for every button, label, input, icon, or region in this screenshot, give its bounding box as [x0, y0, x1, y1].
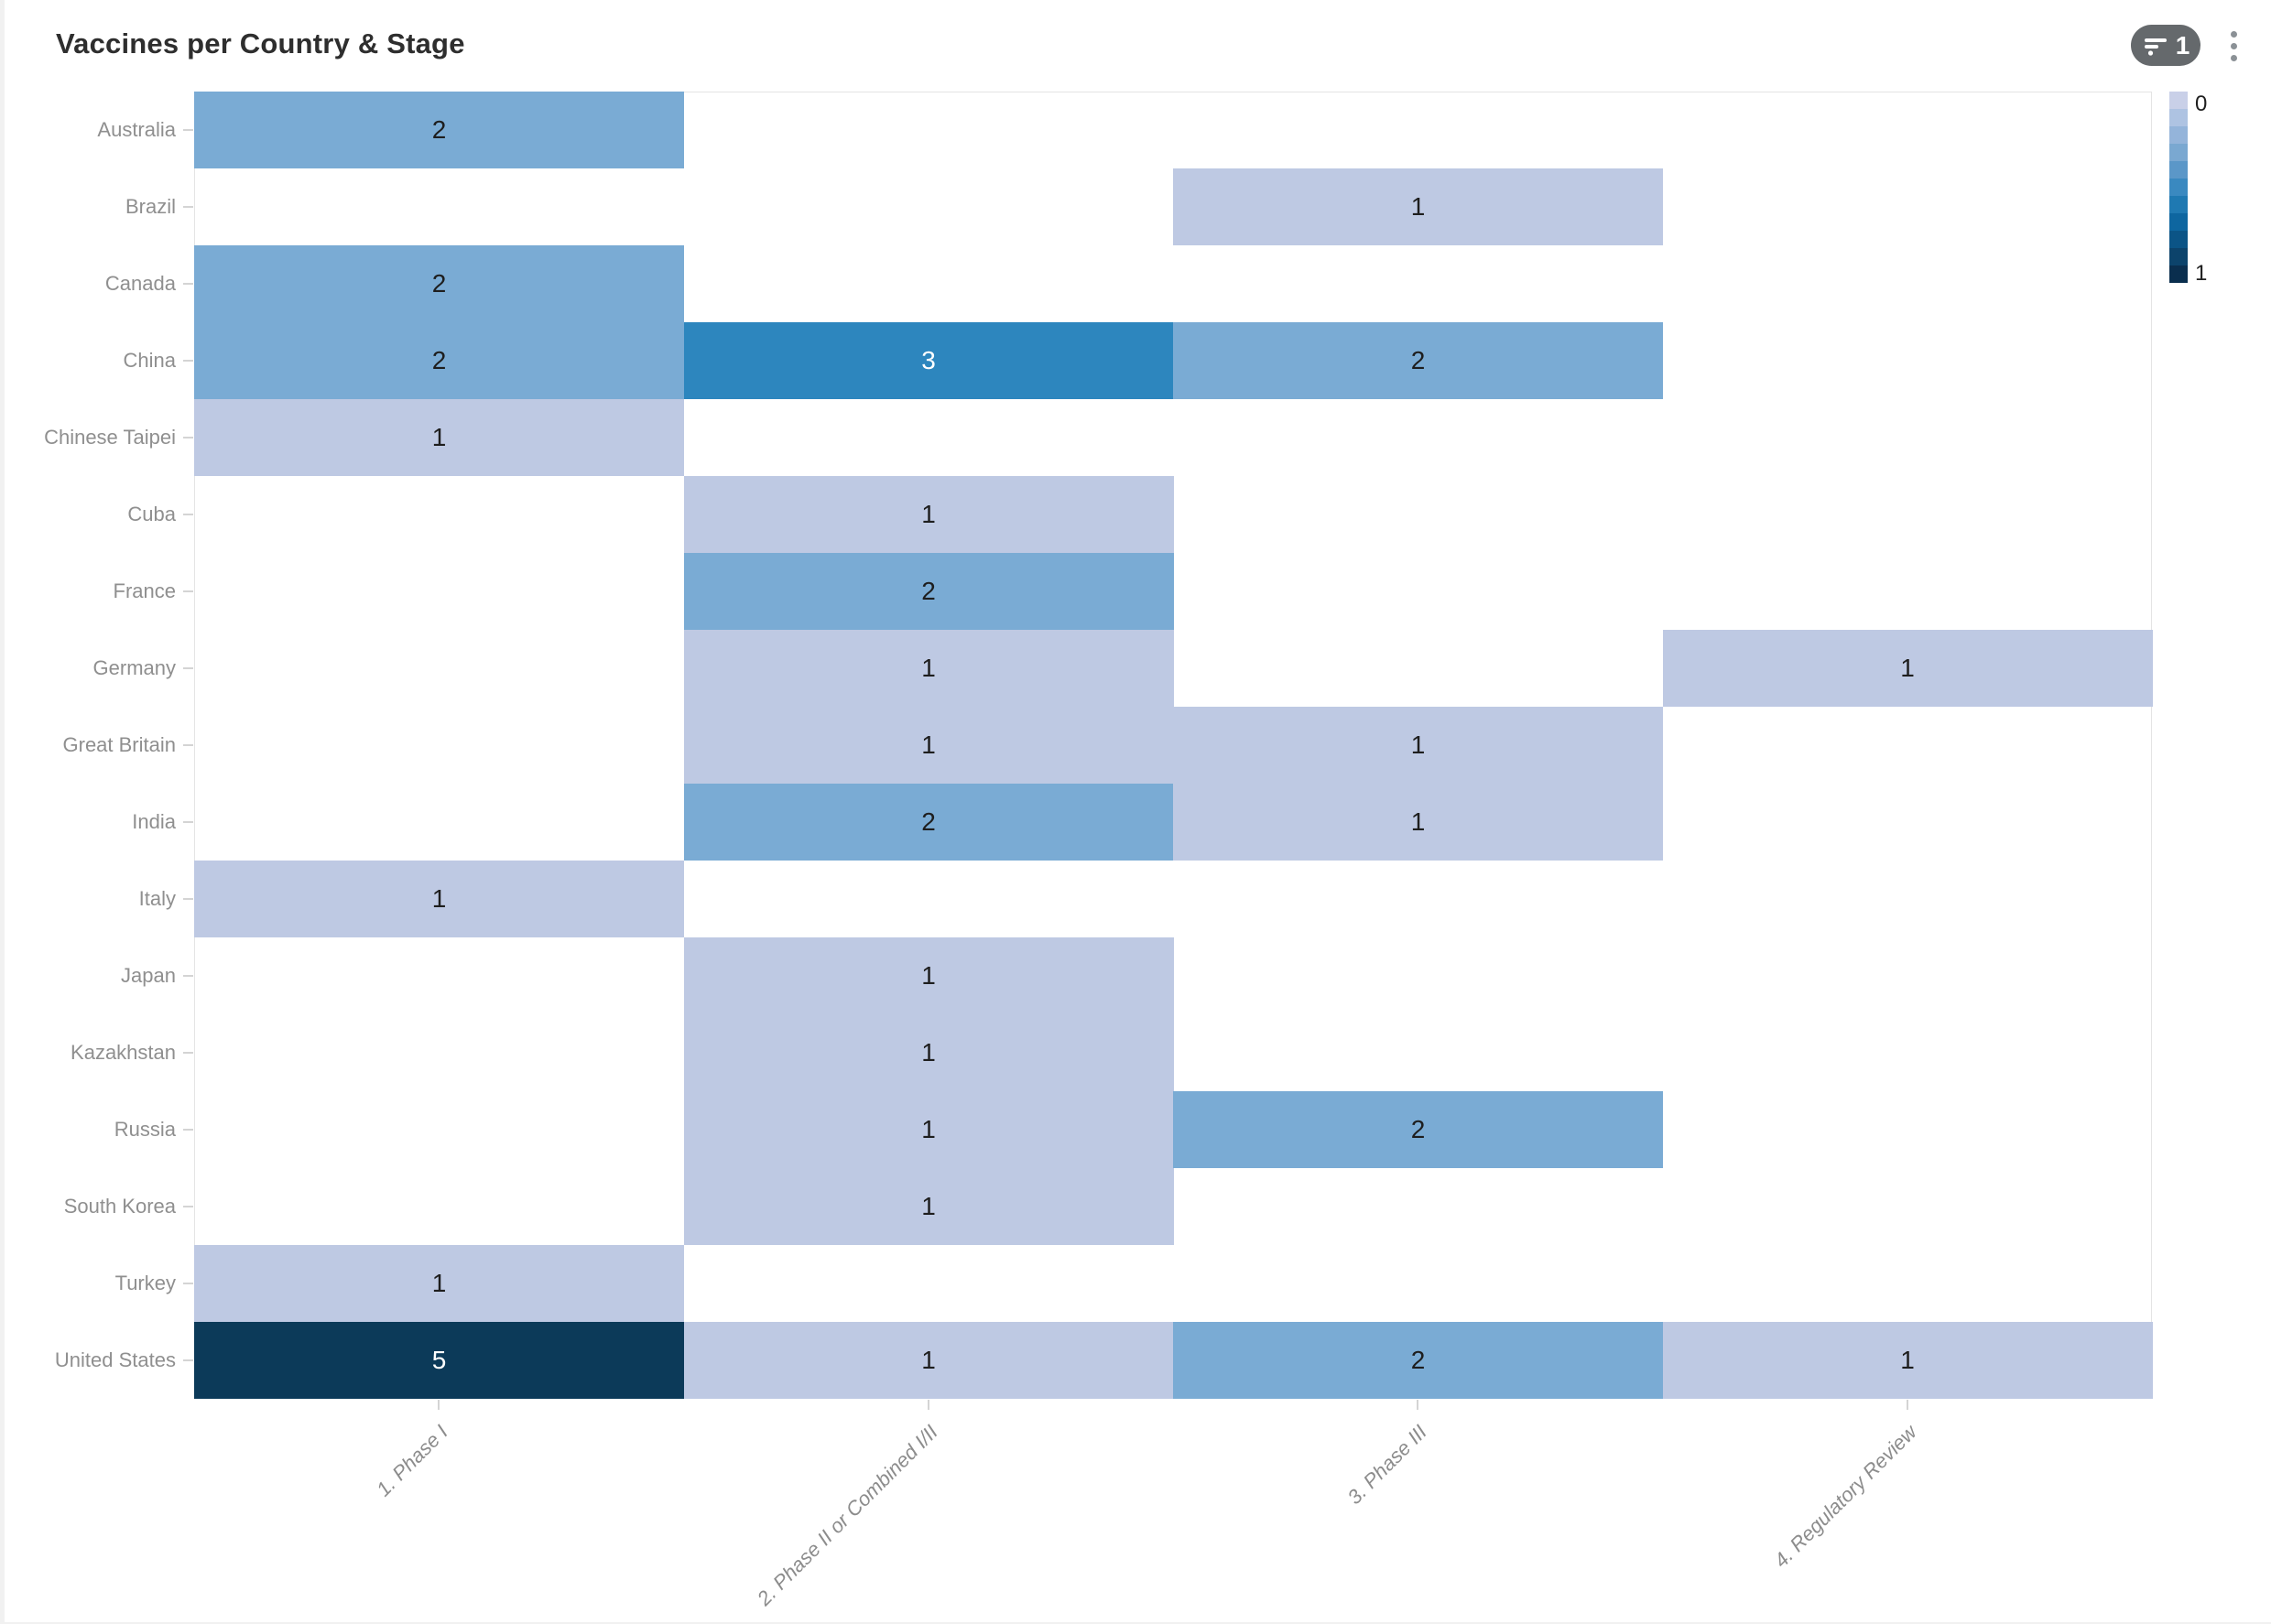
heatmap-cell[interactable]: 1	[194, 399, 684, 476]
y-axis-tick	[183, 744, 193, 746]
y-axis-label: Canada	[104, 272, 176, 295]
heatmap-cell[interactable]: 2	[194, 92, 684, 168]
y-axis-label: China	[123, 349, 176, 372]
chart-title: Vaccines per Country & Stage	[56, 27, 465, 60]
y-axis-tick	[183, 1052, 193, 1054]
y-axis-tick	[183, 590, 193, 592]
y-axis-label: Kazakhstan	[71, 1041, 176, 1064]
y-axis-tick	[183, 437, 193, 438]
heatmap-cell[interactable]: 2	[683, 784, 1174, 861]
y-axis-label: France	[113, 579, 176, 602]
heatmap-cell[interactable]: 1	[683, 476, 1174, 553]
y-axis-label: South Korea	[63, 1195, 176, 1218]
legend-gradient-bar	[2169, 92, 2188, 283]
heatmap-cell[interactable]: 1	[1173, 784, 1663, 861]
y-axis-tick	[183, 667, 193, 669]
card-header: Vaccines per Country & Stage 1	[5, 0, 2271, 88]
heatmap-cell[interactable]: 5	[194, 1322, 684, 1399]
heatmap-cell[interactable]: 3	[683, 322, 1174, 399]
y-axis-tick	[183, 1206, 193, 1207]
heatmap-cell[interactable]: 1	[683, 707, 1174, 784]
heatmap-cell[interactable]: 2	[194, 322, 684, 399]
heatmap-cell[interactable]: 2	[194, 245, 684, 322]
heatmap-cell[interactable]: 2	[1173, 1091, 1663, 1168]
heatmap-chart: Australia Brazil Canada China Chinese Taipei…	[5, 0, 2271, 1622]
y-axis-label: Germany	[92, 656, 176, 679]
legend-step	[2169, 196, 2188, 213]
legend-step	[2169, 109, 2188, 126]
y-axis-label: Great Britain	[62, 733, 177, 756]
heatmap-cell[interactable]: 1	[683, 1322, 1174, 1399]
heatmap-cell[interactable]: 1	[1662, 1322, 2153, 1399]
heatmap-cell[interactable]: 1	[194, 1245, 684, 1322]
x-axis-label: 3. Phase III	[1342, 1420, 1432, 1510]
y-axis-tick	[183, 1129, 193, 1131]
x-axis-label: 1. Phase I	[372, 1420, 453, 1501]
y-axis-label: Italy	[138, 887, 176, 910]
y-axis-tick	[183, 1359, 193, 1361]
legend-step	[2169, 231, 2188, 248]
x-axis-label: 2. Phase II or Combined I/II	[752, 1420, 942, 1610]
filter-count: 1	[2175, 30, 2190, 60]
legend-step	[2169, 248, 2188, 265]
heatmap-cell[interactable]: 1	[683, 937, 1174, 1014]
x-axis-tick	[927, 1400, 929, 1410]
filter-icon	[2142, 32, 2169, 60]
y-axis-label: Chinese Taipei	[44, 426, 176, 449]
heatmap-cell[interactable]: 1	[683, 1091, 1174, 1168]
heatmap-cell[interactable]: 1	[683, 630, 1174, 707]
y-axis-tick	[183, 1283, 193, 1284]
heatmap-cell[interactable]: 2	[1173, 1322, 1663, 1399]
y-axis-label: United States	[54, 1348, 176, 1371]
legend-step	[2169, 161, 2188, 179]
heatmap-cell[interactable]: 1	[194, 861, 684, 937]
legend-step	[2169, 126, 2188, 144]
y-axis-tick	[183, 821, 193, 823]
legend-min-label: 0	[2195, 92, 2208, 116]
y-axis-tick	[183, 206, 193, 208]
heatmap-cell[interactable]: 1	[683, 1168, 1174, 1245]
y-axis-label: Turkey	[114, 1272, 176, 1294]
x-axis-tick	[1906, 1400, 1908, 1410]
legend-step	[2169, 179, 2188, 196]
kebab-menu-icon[interactable]	[2222, 25, 2244, 67]
legend-step	[2169, 213, 2188, 231]
y-axis-label: Brazil	[125, 195, 176, 218]
filter-badge[interactable]: 1	[2131, 25, 2200, 66]
heatmap-cell[interactable]: 1	[1662, 630, 2153, 707]
y-axis-tick	[183, 898, 193, 900]
x-axis-tick	[1417, 1400, 1419, 1410]
y-axis-label: Cuba	[127, 503, 176, 525]
x-axis-tick	[438, 1400, 440, 1410]
legend-step	[2169, 265, 2188, 283]
y-axis-label: Japan	[121, 964, 176, 987]
y-axis-tick	[183, 514, 193, 515]
y-axis-tick	[183, 360, 193, 362]
heatmap-cell[interactable]: 1	[1173, 707, 1663, 784]
y-axis-tick	[183, 283, 193, 285]
heatmap-cell[interactable]: 1	[683, 1014, 1174, 1091]
y-axis-tick	[183, 129, 193, 131]
y-axis-tick	[183, 975, 193, 977]
legend-step	[2169, 92, 2188, 109]
y-axis-label: India	[132, 810, 176, 833]
x-axis-label: 4. Regulatory Review	[1769, 1420, 1921, 1573]
y-axis-label: Russia	[114, 1118, 176, 1141]
legend-max-label: 1	[2195, 261, 2208, 286]
heatmap-cell[interactable]: 2	[1173, 322, 1663, 399]
heatmap-cell[interactable]: 1	[1173, 168, 1663, 245]
legend-step	[2169, 144, 2188, 161]
y-axis-label: Australia	[97, 118, 176, 141]
heatmap-cell[interactable]: 2	[683, 553, 1174, 630]
